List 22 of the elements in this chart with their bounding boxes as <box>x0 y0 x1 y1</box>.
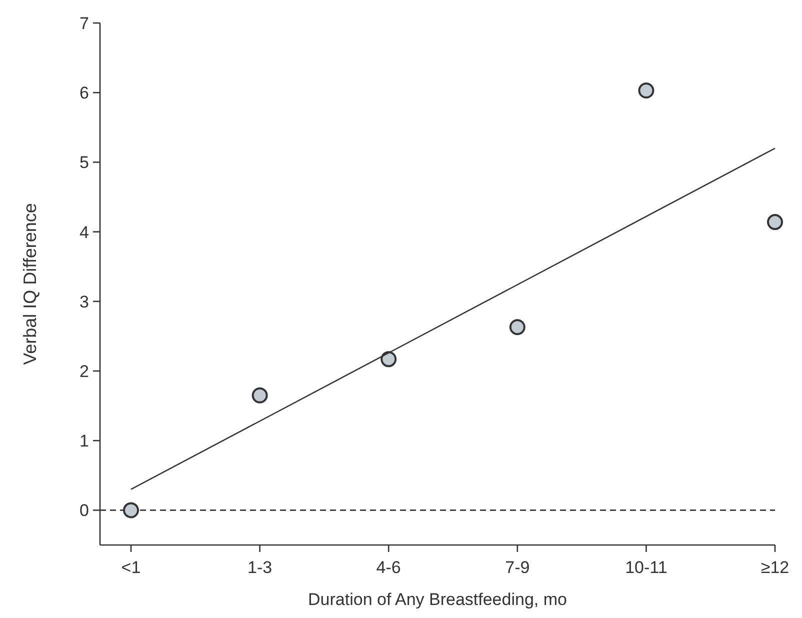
y-tick-label: 0 <box>80 501 89 520</box>
point <box>123 502 139 518</box>
y-tick-label: 4 <box>80 222 89 242</box>
point <box>380 351 397 368</box>
point <box>509 319 526 336</box>
x-tick-label: 7-9 <box>505 558 530 577</box>
x-tick-label: ≥12 <box>760 558 790 577</box>
x-axis-title: Duration of Any Breastfeeding, mo <box>308 590 567 609</box>
y-axis-title: Verbal IQ Difference <box>20 203 40 365</box>
y-tick-label: 7 <box>80 14 89 33</box>
x-tick-label: <1 <box>121 558 141 577</box>
y-tick-label: 5 <box>80 153 89 172</box>
x-tick-label: 10-11 <box>625 558 668 577</box>
y-tick-label: 3 <box>80 292 89 312</box>
x-tick-label: 4-6 <box>376 558 401 577</box>
y-tick-label: 6 <box>80 84 89 103</box>
y-tick-label: 1 <box>80 432 89 451</box>
point <box>767 214 783 230</box>
x-tick-label: 1-3 <box>248 558 272 577</box>
y-tick-label: 2 <box>80 362 89 381</box>
point <box>252 387 268 404</box>
point <box>638 82 654 99</box>
